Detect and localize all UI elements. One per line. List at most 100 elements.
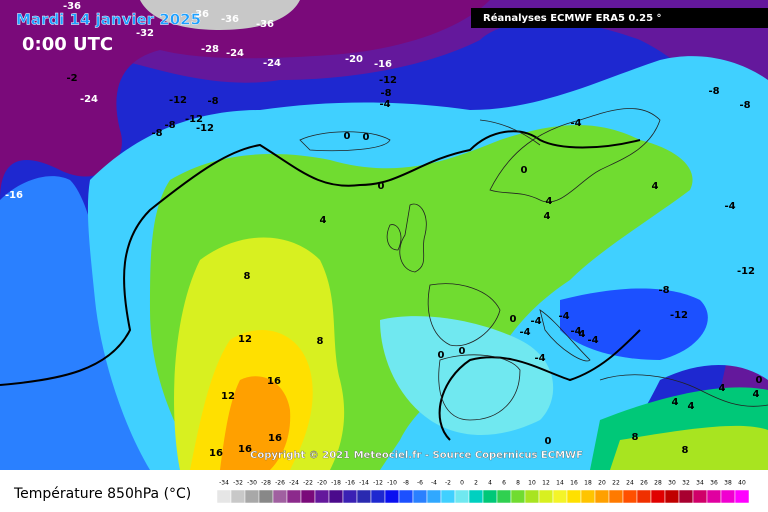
scale-label: -24 — [289, 480, 299, 487]
scale-label: 32 — [682, 480, 690, 487]
scale-swatch — [412, 489, 428, 504]
contour-label: -20 — [345, 54, 363, 65]
scale-swatch — [272, 489, 288, 504]
scale-swatch — [622, 489, 638, 504]
contour-label: -8 — [708, 86, 719, 97]
zero-isotherm — [0, 130, 641, 441]
scale-swatch — [370, 489, 386, 504]
scale-label: 36 — [710, 480, 718, 487]
scale-swatch — [566, 489, 582, 504]
scale-label: -32 — [233, 480, 243, 487]
scale-swatch — [356, 489, 372, 504]
field-east-yellow — [610, 425, 768, 470]
contour-label: 12 — [238, 334, 252, 345]
scale-swatch — [678, 489, 694, 504]
contour-label: -4 — [530, 316, 541, 327]
contour-label: -12 — [379, 75, 397, 86]
contour-label: 4 — [688, 401, 695, 412]
source-text: Réanalyses ECMWF ERA5 0.25 ° — [483, 12, 662, 24]
scale-swatch — [244, 489, 260, 504]
contour-label: 4 — [753, 389, 760, 400]
contour-label: 0 — [545, 436, 552, 447]
contour-label: 16 — [209, 448, 223, 459]
scale-label: -2 — [445, 480, 451, 487]
scale-label: -8 — [403, 480, 409, 487]
scale-swatch — [230, 489, 246, 504]
field-cold-gray — [140, 0, 300, 30]
contour-label: -12 — [737, 266, 755, 277]
contour-label: -12 — [670, 310, 688, 321]
contour-label: 0 — [363, 132, 370, 143]
temperature-field — [0, 0, 768, 470]
scale-swatch — [216, 489, 232, 504]
scale-label: 6 — [502, 480, 506, 487]
scale-swatch — [258, 489, 274, 504]
scale-swatch — [384, 489, 400, 504]
date-title: Mardi 14 janvier 2025 — [16, 11, 201, 29]
scale-label: 2 — [474, 480, 478, 487]
contour-label: -36 — [256, 19, 274, 30]
contour-label: -16 — [374, 59, 392, 70]
scale-swatch — [608, 489, 624, 504]
contour-label: 8 — [682, 445, 689, 456]
contour-label: 4 — [652, 181, 659, 192]
scale-label: 8 — [516, 480, 520, 487]
scale-swatch — [594, 489, 610, 504]
scale-label: 10 — [528, 480, 536, 487]
contour-label: -24 — [263, 58, 281, 69]
scale-swatch — [314, 489, 330, 504]
contour-label: 12 — [221, 391, 235, 402]
copyright: Copyright © 2021 Meteociel.fr - Source C… — [250, 450, 583, 461]
scale-label: 0 — [460, 480, 464, 487]
contour-label: -4 — [724, 201, 735, 212]
contour-label: 0 — [756, 375, 763, 386]
color-scale: -34 -32 -30 -28 -26 -24 -22 -20 -18 -16 -14 -12 -10-… — [216, 480, 750, 504]
contour-label: -4 — [558, 311, 569, 322]
scale-label: -10 — [387, 480, 397, 487]
scale-label: -14 — [359, 480, 369, 487]
contour-label: -12 — [185, 114, 203, 125]
contour-label: -12 — [169, 95, 187, 106]
contour-label: -8 — [658, 285, 669, 296]
contour-label: 4 — [546, 196, 553, 207]
scale-swatch — [664, 489, 680, 504]
scale-label: -22 — [303, 480, 313, 487]
scale-label: 28 — [654, 480, 662, 487]
coastlines — [299, 108, 768, 421]
contour-label: -36 — [191, 9, 209, 20]
scale-label: 20 — [598, 480, 606, 487]
contour-label: 8 — [244, 271, 251, 282]
scale-swatch — [286, 489, 302, 504]
scale-label: 30 — [668, 480, 676, 487]
contour-label: 0 — [510, 314, 517, 325]
scale-label: 12 — [542, 480, 550, 487]
contour-label: 4 — [579, 329, 586, 340]
scale-label: 14 — [556, 480, 564, 487]
contour-label: -24 — [80, 94, 98, 105]
scale-swatch — [440, 489, 456, 504]
legend-title: Température 850hPa (°C) — [13, 486, 191, 502]
contour-label: -4 — [379, 99, 390, 110]
scale-swatch — [398, 489, 414, 504]
scale-label: -4 — [431, 480, 437, 487]
contour-label: -8 — [207, 96, 218, 107]
scale-label: -28 — [261, 480, 271, 487]
scale-swatch — [328, 489, 344, 504]
scale-swatch — [510, 489, 526, 504]
contour-label: 0 — [344, 131, 351, 142]
contour-label: -8 — [739, 100, 750, 111]
scale-label: 34 — [696, 480, 704, 487]
contour-label: -28 — [201, 44, 219, 55]
contour-label: 0 — [378, 181, 385, 192]
contour-label: -32 — [136, 28, 154, 39]
scale-swatch — [580, 489, 596, 504]
source-box — [471, 8, 768, 28]
scale-label: 38 — [724, 480, 732, 487]
contour-label: -4 — [570, 326, 581, 337]
contour-label: -2 — [66, 73, 77, 84]
contour-label: 8 — [632, 432, 639, 443]
scale-label: 18 — [584, 480, 592, 487]
contour-label: -8 — [164, 120, 175, 131]
